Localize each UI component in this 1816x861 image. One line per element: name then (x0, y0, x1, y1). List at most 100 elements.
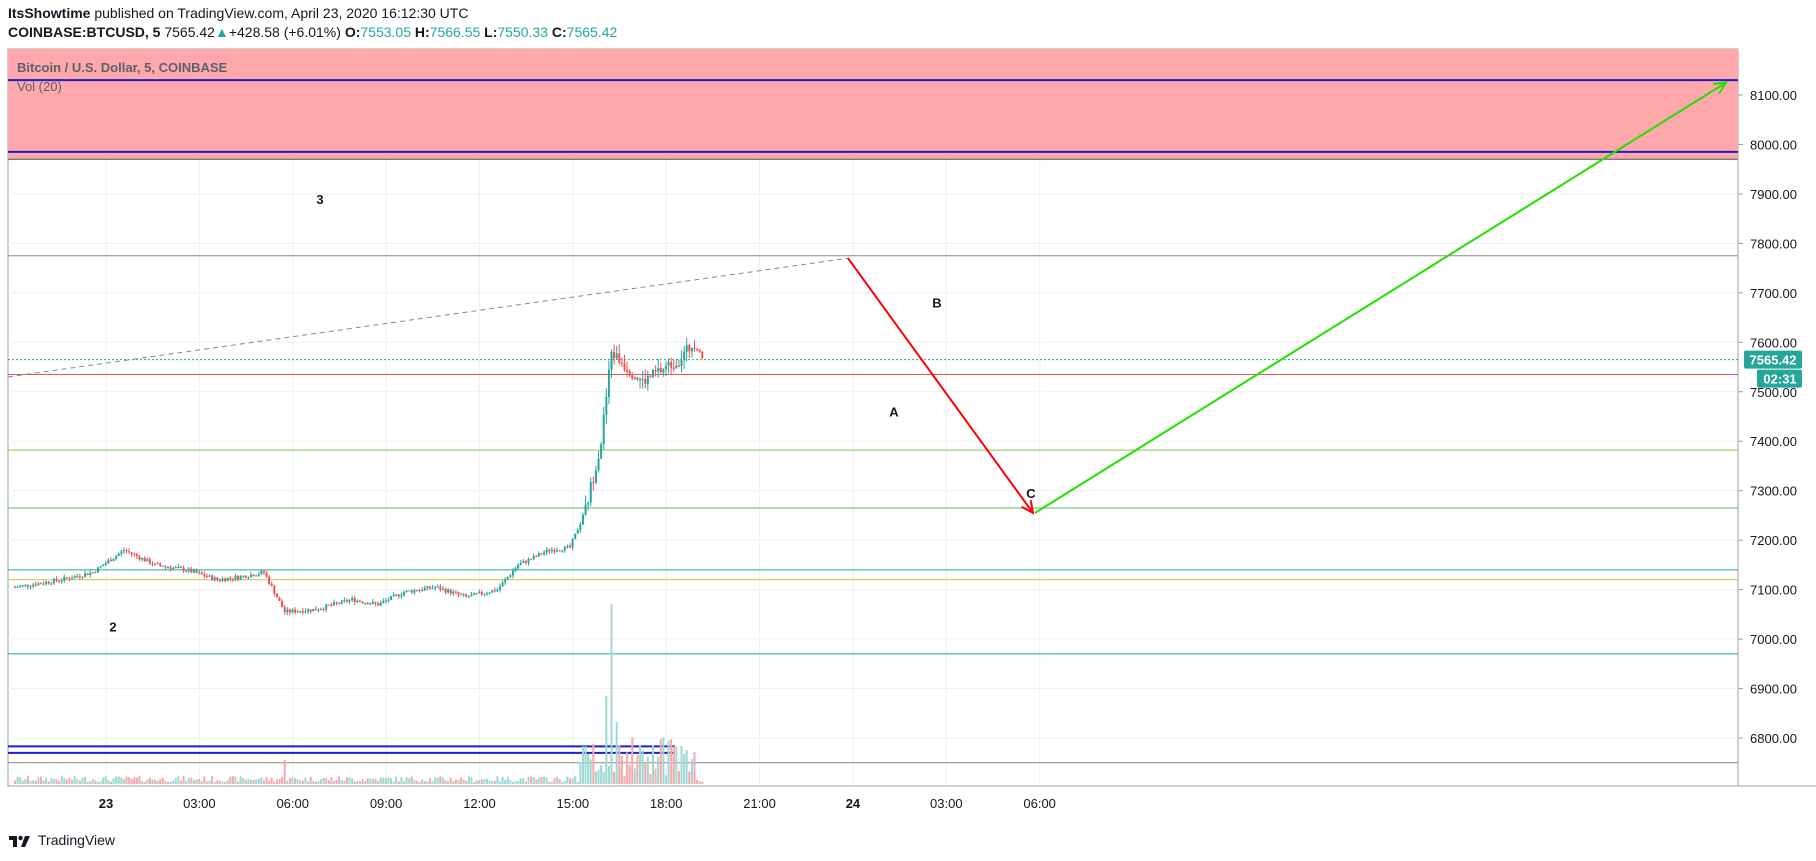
volume-bar (99, 781, 102, 784)
plot-area[interactable] (7, 48, 1739, 787)
volume-bar (143, 781, 146, 784)
candle-body (333, 602, 336, 606)
x-tick-label: 03:00 (183, 796, 216, 811)
volume-bar (312, 780, 315, 784)
candle-body (317, 609, 320, 611)
author-name[interactable]: ItsShowtime (8, 5, 91, 21)
volume-bar (587, 754, 590, 784)
green-projection-arrow[interactable] (1034, 81, 1728, 514)
candle-body (327, 604, 330, 606)
volume-bar (29, 780, 32, 784)
volume-bar (592, 743, 595, 784)
volume-bar (605, 696, 608, 784)
candle-body (244, 575, 247, 578)
candle-body (374, 601, 377, 604)
candle-body (657, 367, 660, 372)
high-label: H: (414, 24, 430, 40)
candle-body (335, 602, 338, 604)
candle-body (299, 611, 302, 613)
candle-body (457, 592, 460, 595)
volume-bar (200, 781, 203, 784)
y-tick-label: 7100.00 (1750, 583, 1797, 598)
candle-body (556, 550, 559, 552)
volume-bar (26, 776, 29, 784)
candle-body (179, 566, 182, 568)
volume-bar (504, 779, 507, 784)
symbol-label: COINBASE:BTCUSD, 5 (8, 24, 161, 40)
x-tick-label: 03:00 (930, 796, 963, 811)
volume-bar (84, 777, 87, 784)
volume-bar (278, 779, 281, 784)
volume-bar (690, 759, 693, 784)
volume-bar (146, 779, 149, 784)
candle-body (701, 351, 704, 358)
candle-body (112, 558, 115, 562)
candle-body (128, 551, 131, 553)
candle-body (278, 597, 281, 601)
candle-body (511, 570, 514, 576)
candle-body (581, 514, 584, 525)
candle-body (605, 396, 608, 415)
volume-bar (584, 746, 587, 784)
candle-body (649, 375, 652, 377)
volume-bar (428, 778, 431, 784)
candle-body (68, 578, 71, 580)
candle-body (229, 577, 232, 579)
candle-body (192, 570, 195, 573)
volume-bar (633, 768, 636, 784)
candle-body (683, 351, 686, 360)
volume-bar (403, 781, 406, 784)
candle-body (117, 553, 120, 556)
dashed-trendline[interactable] (7, 257, 849, 378)
candle-body (527, 558, 530, 563)
candle-body (104, 563, 107, 565)
volume-bar (498, 781, 501, 784)
candle-body (172, 567, 175, 570)
candle-body (260, 571, 263, 575)
candle-body (491, 590, 494, 593)
volume-bar (226, 780, 229, 784)
candle-body (34, 584, 37, 586)
volume-bar (21, 780, 24, 784)
candle-body (177, 566, 180, 568)
candle-body (39, 583, 42, 585)
candle-body (73, 576, 76, 579)
candle-body (19, 585, 22, 587)
candle-body (351, 597, 354, 600)
volume-bars (14, 604, 704, 784)
y-tick-label: 7300.00 (1750, 484, 1797, 499)
candle-body (275, 593, 278, 598)
volume-bar (268, 780, 271, 784)
volume-bar (270, 777, 273, 784)
last-price: 7565.42 (164, 24, 215, 40)
volume-bar (390, 778, 393, 784)
volume-bar (81, 777, 84, 784)
volume-bar (483, 779, 486, 784)
volume-bar (452, 781, 455, 784)
resistance-zone[interactable] (8, 49, 1738, 160)
candle-body (76, 576, 79, 578)
footer-brand[interactable]: TradingView (38, 832, 116, 848)
volume-bar (89, 781, 92, 784)
candle-body (309, 609, 312, 612)
candle-body (273, 585, 276, 594)
volume-bar (86, 781, 89, 784)
volume-bar (465, 780, 468, 784)
candle-body (452, 591, 455, 594)
candle-body (410, 590, 413, 593)
volume-bar (374, 778, 377, 784)
candle-body (125, 550, 128, 552)
candle-body (141, 557, 144, 560)
candle-body (675, 365, 678, 369)
y-tick-label: 7600.00 (1750, 335, 1797, 350)
candle-body (45, 581, 48, 584)
volume-bar (275, 779, 278, 784)
red-projection-arrow[interactable] (847, 257, 1035, 515)
candle-body (71, 578, 74, 580)
candle-body (120, 551, 123, 554)
candle-body (353, 597, 356, 603)
volume-bar (569, 778, 572, 784)
volume-bar (473, 781, 476, 784)
volume-bar (281, 777, 284, 784)
